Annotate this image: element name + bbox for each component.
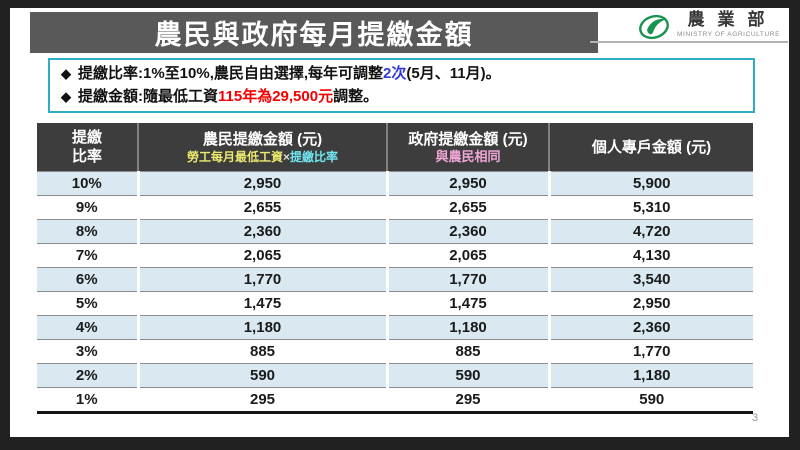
table-row: 7% 2,065 2,065 4,130 (37, 243, 753, 268)
ministry-logo: 農業部 MINISTRY OF AGRICULTURE (638, 11, 780, 46)
multiply-sign: × (282, 149, 290, 164)
table-row: 6% 1,770 1,770 3,540 (37, 267, 753, 292)
gov-same-note: 與農民相同 (435, 148, 501, 164)
contribution-table: 提繳 比率 農民提繳金額 (元) 勞工每月最低工資×提繳比率 政府提繳金額 (元… (37, 123, 753, 414)
table-row: 4% 1,180 1,180 2,360 (37, 315, 753, 340)
col-header-personal: 個人專戶金額 (元) (548, 123, 753, 172)
cell-government: 885 (385, 339, 549, 364)
table-row: 8% 2,360 2,360 4,720 (37, 219, 753, 244)
cell-rate: 5% (37, 291, 138, 316)
cell-government: 1,770 (385, 267, 549, 292)
cell-farmer: 2,360 (136, 219, 387, 244)
moa-logo-icon (638, 13, 670, 46)
cell-government: 295 (385, 387, 549, 414)
cell-farmer: 1,180 (136, 315, 387, 340)
cell-farmer: 2,950 (136, 171, 387, 196)
note-text: 調整。 (333, 88, 379, 105)
cell-personal: 590 (547, 387, 753, 414)
cell-personal: 2,360 (547, 315, 753, 340)
cell-government: 2,065 (385, 243, 549, 268)
cell-farmer: 295 (136, 387, 387, 414)
formula-rate: 提繳比率 (290, 149, 339, 164)
cell-rate: 9% (37, 195, 138, 220)
cell-government: 2,655 (385, 195, 549, 220)
table-row: 5% 1,475 1,475 2,950 (37, 291, 753, 316)
cell-farmer: 1,770 (136, 267, 387, 292)
note-text: 提繳比率:1%至10%,農民自由選擇,每年可調整 (78, 65, 384, 82)
col-header-government: 政府提繳金額 (元) 與農民相同 (386, 123, 549, 172)
cell-government: 1,180 (385, 315, 549, 340)
note-text: 提繳金額:隨最低工資 (78, 88, 218, 105)
table-row: 1% 295 295 590 (37, 387, 753, 414)
cell-personal: 4,720 (547, 219, 753, 244)
cell-rate: 4% (37, 315, 138, 340)
cell-farmer: 590 (136, 363, 387, 388)
cell-personal: 1,180 (547, 363, 753, 388)
cell-government: 2,360 (385, 219, 549, 244)
ministry-name: 農業部 MINISTRY OF AGRICULTURE (677, 10, 781, 39)
page-number: 3 (752, 412, 759, 424)
table-row: 10% 2,950 2,950 5,900 (37, 171, 753, 196)
cell-rate: 1% (37, 387, 138, 414)
formula-wage: 勞工每月最低工資 (186, 149, 283, 164)
col-header-rate: 提繳 比率 (37, 123, 138, 172)
cell-rate: 7% (37, 243, 138, 268)
cell-personal: 2,950 (547, 291, 753, 316)
cell-rate: 2% (37, 363, 138, 388)
ministry-name-en: MINISTRY OF AGRICULTURE (677, 31, 781, 38)
note-highlight-times: 2次 (383, 65, 407, 82)
cell-farmer: 1,475 (136, 291, 387, 316)
cell-government: 2,950 (385, 171, 549, 196)
table-row: 9% 2,655 2,655 5,310 (37, 195, 753, 220)
cell-rate: 3% (37, 339, 138, 364)
cell-farmer: 2,655 (136, 195, 387, 220)
notes-box: ◆ 提繳比率:1%至10%,農民自由選擇,每年可調整2次(5月、11月)。 ◆ 提繳… (48, 58, 755, 113)
note-contribution-rate: ◆ 提繳比率:1%至10%,農民自由選擇,每年可調整2次(5月、11月)。 (61, 65, 753, 83)
cell-farmer: 885 (136, 339, 387, 364)
note-text: (5月、11月)。 (406, 65, 501, 82)
note-highlight-wage: 115年為29,500元 (218, 88, 334, 105)
diamond-bullet-icon: ◆ (61, 66, 71, 81)
cell-personal: 4,130 (547, 243, 753, 268)
note-contribution-amount: ◆ 提繳金額:隨最低工資115年為29,500元調整。 (61, 88, 753, 106)
cell-government: 590 (385, 363, 549, 388)
cell-rate: 8% (37, 219, 138, 244)
col-header-farmer: 農民提繳金額 (元) 勞工每月最低工資×提繳比率 (137, 123, 387, 172)
cell-personal: 1,770 (547, 339, 753, 364)
cell-rate: 6% (37, 267, 138, 292)
cell-personal: 3,540 (547, 267, 753, 292)
slide: 農民與政府每月提繳金額 農業部 MINISTRY OF AGRICULTURE … (10, 8, 789, 437)
table-header: 提繳 比率 農民提繳金額 (元) 勞工每月最低工資×提繳比率 政府提繳金額 (元… (37, 123, 753, 172)
cell-farmer: 2,065 (136, 243, 387, 268)
header-rule (590, 41, 788, 43)
page-title: 農民與政府每月提繳金額 (154, 20, 474, 50)
table-row: 3% 885 885 1,770 (37, 339, 753, 364)
ministry-name-zh: 農業部 (687, 10, 778, 29)
cell-rate: 10% (37, 171, 138, 196)
table-row: 2% 590 590 1,180 (37, 363, 753, 388)
cell-government: 1,475 (385, 291, 549, 316)
cell-personal: 5,900 (547, 171, 753, 196)
title-banner: 農民與政府每月提繳金額 (30, 12, 598, 53)
diamond-bullet-icon: ◆ (61, 89, 71, 104)
cell-personal: 5,310 (547, 195, 753, 220)
